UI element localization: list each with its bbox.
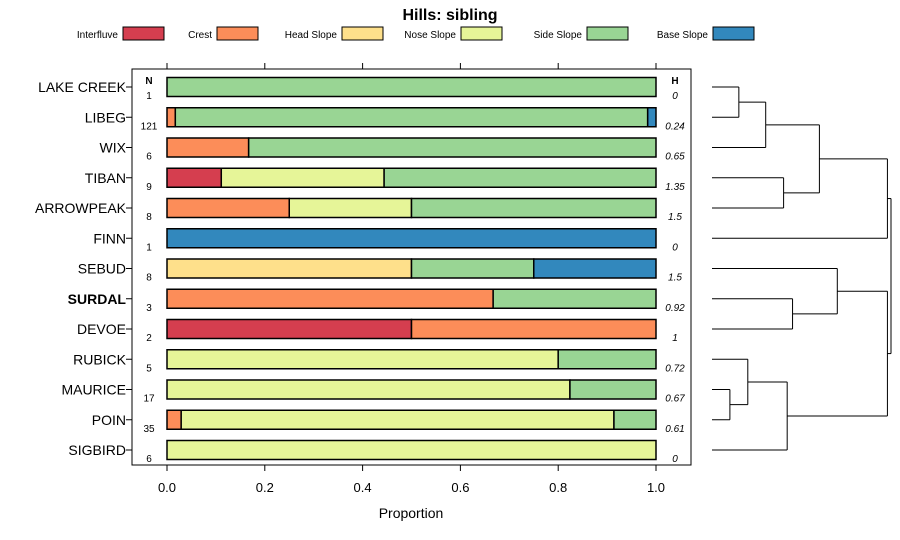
row-n-value: 9 xyxy=(146,182,152,193)
row-h-value: 1 xyxy=(672,333,678,344)
bar-segment xyxy=(410,318,657,340)
row-n-value: 8 xyxy=(146,273,152,284)
bar-segment xyxy=(166,167,223,188)
row-label: WIX xyxy=(100,140,127,156)
legend-label: Interfluve xyxy=(77,30,119,41)
row-n-value: 6 xyxy=(146,454,152,465)
row-n-value: 35 xyxy=(143,424,155,435)
bar-segment xyxy=(166,228,657,249)
bar-segment xyxy=(247,137,657,158)
row-h-value: 1.5 xyxy=(668,212,682,223)
legend-label: Nose Slope xyxy=(404,30,456,41)
legend-swatch xyxy=(122,26,165,41)
x-tick-label: 0.0 xyxy=(158,480,176,495)
row-label: TIBAN xyxy=(85,170,126,186)
x-axis-label: Proportion xyxy=(379,505,444,521)
bar-segment xyxy=(569,379,657,400)
plot-frame xyxy=(131,68,692,466)
x-axis: 0.0 0.2 0.4 0.6 0.8 1.0 xyxy=(158,63,665,495)
row-h-value: 1.5 xyxy=(668,273,682,284)
row-label: LAKE CREEK xyxy=(38,79,127,95)
row-h-value: 0.61 xyxy=(665,424,684,435)
legend-swatch xyxy=(586,26,629,41)
row-h-value: 0.24 xyxy=(665,121,685,132)
n-column-header: N xyxy=(145,76,152,87)
row-label: RUBICK xyxy=(73,351,127,367)
bar-segment xyxy=(410,197,657,219)
legend: Interfluve Crest Head Slope Nose Slope Side … xyxy=(77,26,755,41)
bar-segment xyxy=(613,409,657,430)
row-label: MAURICE xyxy=(61,382,126,398)
bar-segment xyxy=(166,379,571,400)
row-n-value: 2 xyxy=(146,333,152,344)
row-h-value: 0.92 xyxy=(665,303,685,314)
bar-segment xyxy=(166,349,559,370)
row-n-value: 1 xyxy=(146,91,152,102)
legend-label: Base Slope xyxy=(657,30,709,41)
row-label: LIBEG xyxy=(85,109,126,125)
row-h-value: 0 xyxy=(672,91,678,102)
dendrogram xyxy=(712,86,892,451)
legend-swatch xyxy=(341,26,384,41)
bar-segment xyxy=(288,197,413,219)
row-h-value: 0.67 xyxy=(665,394,685,405)
bar-segment xyxy=(166,288,494,309)
bar-segment xyxy=(383,167,657,188)
x-tick-label: 0.8 xyxy=(549,480,567,495)
row-label: POIN xyxy=(92,412,126,428)
row-h-value: 0.65 xyxy=(665,152,685,163)
bar-segment xyxy=(646,107,657,128)
bar-segment xyxy=(166,76,657,98)
bar-segment xyxy=(166,107,177,128)
row-n-value: 6 xyxy=(146,152,152,163)
x-tick-label: 0.6 xyxy=(451,480,469,495)
row-n-value: 3 xyxy=(146,303,152,314)
row-h-value: 0 xyxy=(672,454,678,465)
chart-title: Hills: sibling xyxy=(402,7,497,24)
row-label: DEVOE xyxy=(77,321,126,337)
bar-segment xyxy=(166,258,413,279)
legend-label: Head Slope xyxy=(285,30,338,41)
bar-segment xyxy=(166,439,657,461)
row-n-value: 17 xyxy=(143,394,155,405)
bar-segment xyxy=(166,197,290,219)
bar-segment xyxy=(410,258,535,279)
row-h-value: 1.35 xyxy=(665,182,685,193)
row-label: SURDAL xyxy=(68,291,127,307)
bar-segment xyxy=(492,288,657,309)
bar-segment xyxy=(533,258,657,279)
bar-segment xyxy=(166,318,413,340)
legend-label: Side Slope xyxy=(534,30,583,41)
legend-swatch xyxy=(712,26,755,41)
bar-segment xyxy=(166,137,250,158)
x-tick-label: 0.4 xyxy=(354,480,372,495)
bar-segment xyxy=(166,409,182,430)
row-label: SEBUD xyxy=(78,261,126,277)
legend-swatch xyxy=(216,26,259,41)
bar-segment xyxy=(557,349,657,370)
legend-swatch xyxy=(460,26,503,41)
row-label: ARROWPEAK xyxy=(35,200,127,216)
row-n-value: 121 xyxy=(141,121,158,132)
legend-label: Crest xyxy=(188,30,212,41)
row-label: FINN xyxy=(93,230,126,246)
row-h-value: 0.72 xyxy=(665,363,685,374)
bar-segment xyxy=(220,167,385,188)
row-n-value: 5 xyxy=(146,363,152,374)
bar-segment xyxy=(180,409,615,430)
h-column-header: H xyxy=(671,76,678,87)
bar-segment xyxy=(174,107,649,128)
x-tick-label: 1.0 xyxy=(647,480,665,495)
row-h-value: 0 xyxy=(672,242,678,253)
row-n-value: 1 xyxy=(146,242,152,253)
x-tick-label: 0.2 xyxy=(256,480,274,495)
row-label: SIGBIRD xyxy=(68,442,126,458)
row-n-value: 8 xyxy=(146,212,152,223)
